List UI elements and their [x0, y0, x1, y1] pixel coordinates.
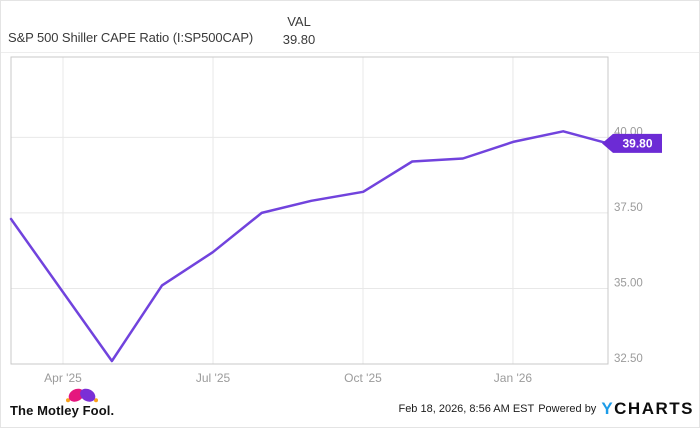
plot-frame: [10, 56, 609, 365]
val-column: VAL 39.80: [267, 14, 331, 47]
data-timestamp: Feb 18, 2026, 8:56 AM EST: [398, 402, 535, 415]
ycharts-logo-y: Y: [601, 399, 615, 418]
x-axis-label: Apr '25: [44, 371, 82, 385]
val-current-value: 39.80: [282, 32, 316, 47]
y-axis-label: 35.00: [614, 277, 643, 289]
current-value-badge: [602, 133, 662, 153]
ycharts-logo[interactable]: YCHARTS: [601, 400, 694, 417]
x-axis-label: Jul '25: [196, 371, 231, 385]
jester-hat-icon: [66, 388, 98, 403]
val-column-header: VAL: [287, 14, 311, 29]
x-axis-label: Jan '26: [494, 371, 533, 385]
motley-fool-wordmark: The Motley Fool.: [10, 403, 115, 418]
x-axis-label: Oct '25: [344, 371, 382, 385]
cape-ratio-line: [9, 130, 610, 363]
powered-by-label: Powered by: [538, 402, 597, 415]
motley-fool-logo[interactable]: The Motley Fool.: [10, 387, 130, 419]
y-axis-label: 37.50: [614, 202, 643, 214]
header-separator: [1, 52, 699, 53]
ycharts-logo-charts: CHARTS: [614, 399, 694, 418]
current-value-badge-text: 39.80: [622, 137, 652, 151]
y-axis-label: 32.50: [614, 353, 643, 365]
page-title: S&P 500 Shiller CAPE Ratio (I:SP500CAP): [8, 30, 254, 45]
footer-attribution: Feb 18, 2026, 8:56 AM EST Powered by YCH…: [398, 400, 694, 417]
